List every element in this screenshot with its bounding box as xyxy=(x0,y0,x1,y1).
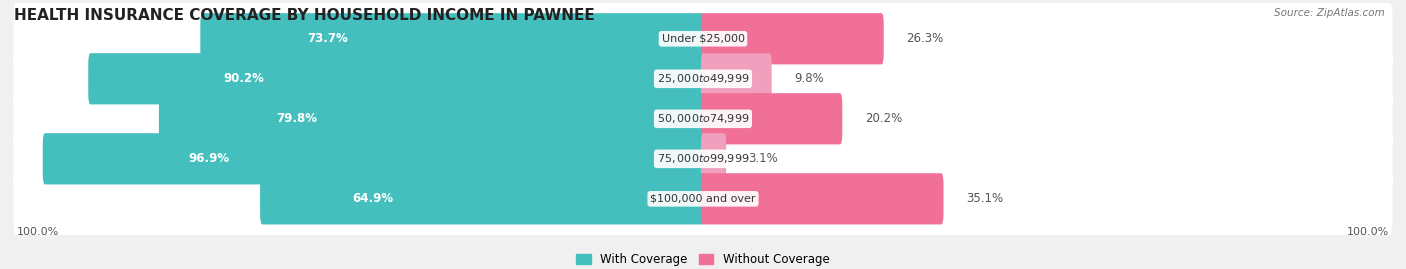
Text: 100.0%: 100.0% xyxy=(1347,227,1389,237)
Text: 90.2%: 90.2% xyxy=(224,72,264,85)
FancyBboxPatch shape xyxy=(702,133,725,185)
Text: Source: ZipAtlas.com: Source: ZipAtlas.com xyxy=(1274,8,1385,18)
FancyBboxPatch shape xyxy=(702,173,943,224)
Text: 73.7%: 73.7% xyxy=(307,32,347,45)
FancyBboxPatch shape xyxy=(702,13,884,64)
Legend: With Coverage, Without Coverage: With Coverage, Without Coverage xyxy=(572,248,834,269)
FancyBboxPatch shape xyxy=(13,162,1393,236)
FancyBboxPatch shape xyxy=(13,122,1393,196)
Text: 96.9%: 96.9% xyxy=(188,152,231,165)
FancyBboxPatch shape xyxy=(702,53,772,104)
Text: 100.0%: 100.0% xyxy=(17,227,59,237)
Text: 3.1%: 3.1% xyxy=(748,152,779,165)
Text: $50,000 to $74,999: $50,000 to $74,999 xyxy=(657,112,749,125)
Text: 20.2%: 20.2% xyxy=(865,112,903,125)
Text: $25,000 to $49,999: $25,000 to $49,999 xyxy=(657,72,749,85)
FancyBboxPatch shape xyxy=(13,2,1393,76)
FancyBboxPatch shape xyxy=(42,133,704,185)
Text: 26.3%: 26.3% xyxy=(905,32,943,45)
Text: $100,000 and over: $100,000 and over xyxy=(650,194,756,204)
FancyBboxPatch shape xyxy=(159,93,704,144)
Text: HEALTH INSURANCE COVERAGE BY HOUSEHOLD INCOME IN PAWNEE: HEALTH INSURANCE COVERAGE BY HOUSEHOLD I… xyxy=(14,8,595,23)
FancyBboxPatch shape xyxy=(200,13,704,64)
FancyBboxPatch shape xyxy=(702,93,842,144)
Text: 9.8%: 9.8% xyxy=(794,72,824,85)
FancyBboxPatch shape xyxy=(13,42,1393,116)
Text: Under $25,000: Under $25,000 xyxy=(661,34,745,44)
FancyBboxPatch shape xyxy=(13,82,1393,156)
FancyBboxPatch shape xyxy=(89,53,704,104)
Text: 35.1%: 35.1% xyxy=(966,192,1002,205)
Text: 79.8%: 79.8% xyxy=(276,112,316,125)
Text: $75,000 to $99,999: $75,000 to $99,999 xyxy=(657,152,749,165)
Text: 64.9%: 64.9% xyxy=(352,192,392,205)
FancyBboxPatch shape xyxy=(260,173,704,224)
